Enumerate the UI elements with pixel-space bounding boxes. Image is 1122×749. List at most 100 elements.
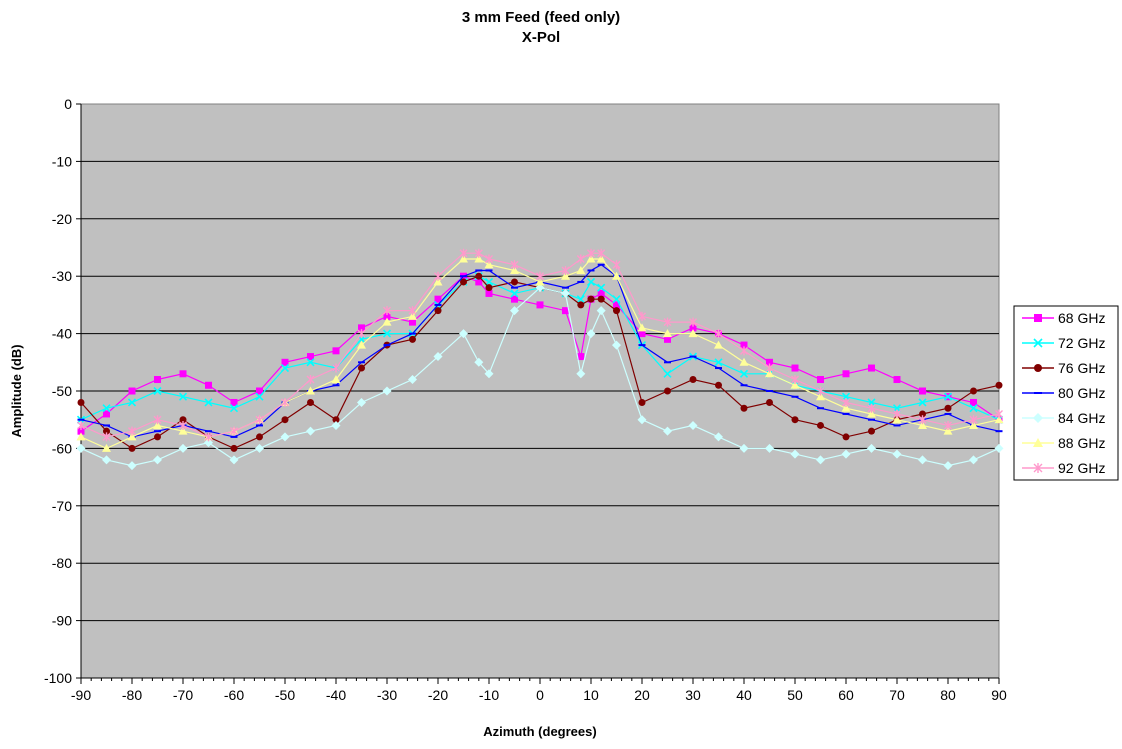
series-point xyxy=(817,421,824,429)
series-point xyxy=(918,398,927,407)
series-point xyxy=(663,317,672,327)
series-point xyxy=(179,420,187,430)
series-point xyxy=(383,312,391,320)
series-point xyxy=(536,271,544,281)
series-point xyxy=(766,390,773,392)
series-point xyxy=(765,369,774,378)
series-point xyxy=(178,392,188,401)
series-point xyxy=(510,260,519,270)
x-tick-label: 0 xyxy=(536,687,544,703)
series-point xyxy=(205,381,212,389)
series-point xyxy=(664,335,671,343)
series-line xyxy=(80,252,1000,438)
y-tick-label: -80 xyxy=(52,555,72,571)
series-point xyxy=(434,271,442,281)
series-point xyxy=(128,426,136,436)
y-tick-label: -40 xyxy=(52,326,72,342)
series-line xyxy=(80,275,1000,432)
legend-entry: 68 GHz xyxy=(1022,310,1105,326)
series-point xyxy=(943,426,953,435)
series-point xyxy=(842,412,850,415)
series-point xyxy=(587,269,595,272)
series-point xyxy=(1033,438,1043,447)
series-point xyxy=(1033,413,1043,423)
y-tick-label: -50 xyxy=(52,383,72,399)
series-point xyxy=(663,369,672,378)
series-point xyxy=(597,248,606,258)
series-point xyxy=(511,278,518,286)
series-point xyxy=(204,398,213,407)
series-point xyxy=(409,318,416,326)
legend-entry: 84 GHz xyxy=(1022,410,1105,426)
series-point xyxy=(612,271,621,280)
series-point xyxy=(765,363,774,373)
series-point xyxy=(153,455,162,465)
series-point xyxy=(586,277,596,287)
legend-entry: 80 GHz xyxy=(1022,385,1105,401)
chart-subtitle: X-Pol xyxy=(522,29,560,46)
series-point xyxy=(576,295,585,304)
series-point xyxy=(230,398,238,406)
series-point xyxy=(638,330,646,338)
series-point xyxy=(178,426,188,435)
series-point xyxy=(868,427,875,435)
series-point xyxy=(995,409,1003,419)
series-point xyxy=(154,376,161,384)
legend-label: 72 GHz xyxy=(1058,335,1105,351)
series-point xyxy=(867,409,876,418)
series-84-ghz xyxy=(76,283,1004,471)
series-point xyxy=(637,415,647,425)
series-point xyxy=(357,329,366,339)
series-point xyxy=(205,430,212,433)
series-point xyxy=(332,416,340,424)
series-point xyxy=(740,404,748,412)
series-point xyxy=(459,248,468,258)
series-point xyxy=(358,324,365,332)
series-point xyxy=(867,398,876,407)
legend-entry: 72 GHz xyxy=(1022,335,1105,351)
series-point xyxy=(409,332,416,335)
series-point xyxy=(434,303,442,306)
series-point xyxy=(790,380,800,389)
x-tick-label: -10 xyxy=(479,687,499,703)
series-layer xyxy=(76,248,1004,471)
series-point xyxy=(715,367,722,370)
series-point xyxy=(995,381,1003,389)
series-point xyxy=(485,254,493,264)
series-point xyxy=(484,260,494,269)
series-point xyxy=(256,424,263,427)
series-point xyxy=(613,307,620,315)
series-point xyxy=(664,387,671,395)
series-point xyxy=(918,415,927,425)
series-point xyxy=(596,306,606,316)
series-point xyxy=(358,361,365,364)
legend-label: 88 GHz xyxy=(1058,435,1105,451)
series-point xyxy=(688,420,698,430)
series-point xyxy=(714,340,723,349)
series-point xyxy=(475,278,483,286)
series-point xyxy=(816,392,825,401)
series-line xyxy=(80,263,1000,438)
series-point xyxy=(576,369,586,379)
axis-layer: 0-10-20-30-40-50-60-70-80-90-100-90 -80 -7… xyxy=(44,96,1007,703)
series-point xyxy=(576,254,585,264)
series-point xyxy=(332,347,340,355)
legend-label: 84 GHz xyxy=(1058,410,1105,426)
y-tick-label: -20 xyxy=(52,211,72,227)
series-point xyxy=(816,455,825,465)
series-point xyxy=(970,398,977,406)
series-point xyxy=(256,387,263,395)
y-tick-label: -10 xyxy=(52,153,72,169)
series-point xyxy=(892,449,902,459)
series-point xyxy=(382,386,392,396)
legend-label: 76 GHz xyxy=(1058,360,1105,376)
x-tick-label: 10 xyxy=(583,687,599,703)
series-point xyxy=(475,272,483,280)
series-point xyxy=(255,392,264,401)
series-point xyxy=(102,455,111,465)
series-point xyxy=(766,358,773,366)
series-point xyxy=(474,254,484,263)
series-point xyxy=(638,311,646,321)
series-point xyxy=(791,416,799,424)
series-point xyxy=(893,424,901,427)
